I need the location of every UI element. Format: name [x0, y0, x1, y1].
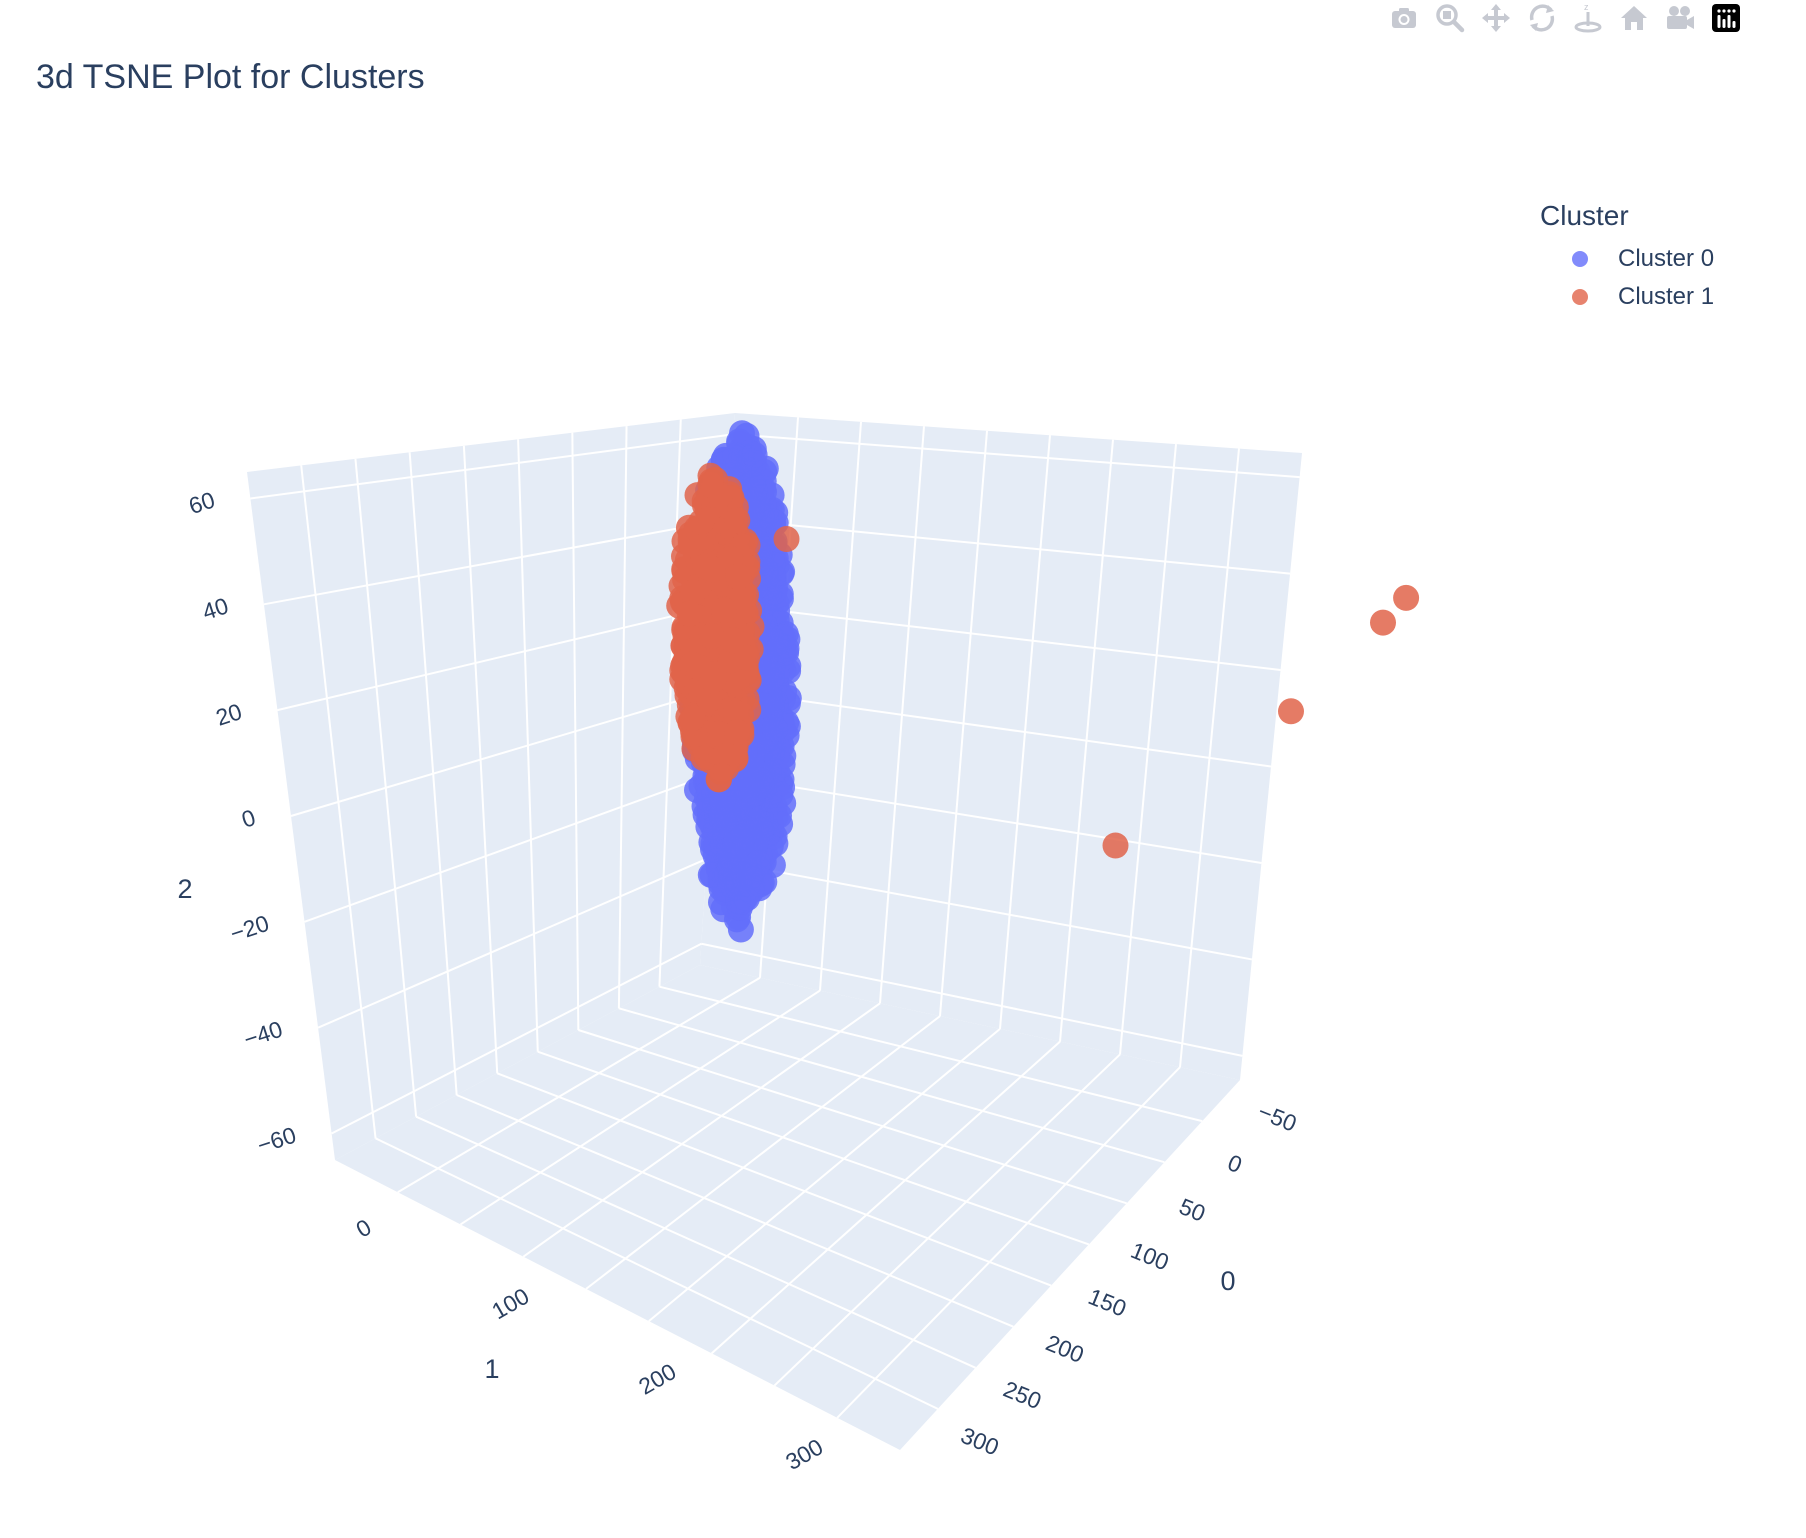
legend-label-cluster-0: Cluster 0	[1618, 245, 1715, 272]
z-tick-label: 0	[238, 804, 258, 833]
y-tick-label: 200	[634, 1358, 680, 1400]
data-point	[758, 663, 785, 690]
data-point	[697, 471, 724, 498]
scene-gridlines	[250, 417, 1300, 1419]
data-point	[720, 627, 746, 654]
legend-label-cluster-1: Cluster 1	[1618, 283, 1715, 310]
legend: Cluster Cluster 0 Cluster 1	[1540, 200, 1714, 316]
z-axis-title: 2	[177, 874, 192, 904]
y-axis-title: 1	[484, 1354, 499, 1384]
data-point-outlier	[773, 526, 800, 552]
series-cluster-1	[666, 462, 1420, 859]
x-tick-label: 200	[1042, 1329, 1087, 1367]
legend-title: Cluster	[1540, 200, 1629, 231]
data-point	[676, 600, 703, 627]
data-point	[734, 870, 761, 897]
data-point	[767, 781, 794, 808]
data-point	[688, 508, 715, 535]
data-point	[711, 597, 737, 624]
modebar: z	[1384, 0, 1746, 36]
z-tick-label: −20	[227, 910, 272, 947]
data-point	[709, 788, 736, 815]
data-point-outlier	[1102, 832, 1129, 859]
data-point	[724, 507, 751, 534]
data-point	[725, 563, 752, 590]
turntable-rotation-icon[interactable]: z	[1568, 0, 1608, 36]
z-tick-label: −40	[240, 1016, 285, 1053]
x-tick-label: 300	[957, 1422, 1002, 1460]
x-tick-label: 250	[1000, 1376, 1045, 1414]
z-tick-label: −60	[254, 1122, 299, 1159]
legend-item-cluster-1[interactable]: Cluster 1	[1540, 278, 1714, 316]
x-tick-label: 0	[1224, 1149, 1246, 1178]
legend-marker-cluster-1	[1572, 289, 1588, 305]
y-tick-label: 300	[781, 1433, 827, 1475]
svg-text:z: z	[1584, 2, 1589, 12]
data-point	[700, 556, 726, 583]
z-tick-label: 60	[186, 486, 218, 519]
orbit-rotation-icon[interactable]	[1522, 0, 1562, 36]
x-axis-title: 0	[1220, 1266, 1235, 1296]
data-point-outlier	[1393, 584, 1420, 611]
x-tick-label: −50	[1254, 1098, 1300, 1137]
data-point	[716, 842, 743, 869]
y-tick-label: 0	[351, 1214, 375, 1243]
data-point-outlier	[1278, 698, 1304, 725]
axis-titles: 2 1 0	[177, 874, 1235, 1384]
data-point	[698, 623, 725, 649]
data-point	[730, 823, 757, 850]
data-point	[759, 508, 786, 535]
chart-title: 3d TSNE Plot for Clusters	[36, 58, 425, 96]
data-point	[700, 667, 727, 694]
legend-marker-cluster-0	[1572, 251, 1588, 267]
z-tick-label: 20	[213, 698, 245, 731]
data-point	[680, 579, 707, 606]
data-point	[761, 715, 788, 742]
data-point	[734, 644, 760, 671]
data-point	[679, 705, 706, 731]
pan-icon[interactable]	[1476, 0, 1516, 36]
camera-icon[interactable]	[1384, 0, 1424, 36]
camera-view-icon[interactable]	[1660, 0, 1700, 36]
x-tick-label: 150	[1085, 1283, 1130, 1321]
z-tick-label: 40	[199, 592, 231, 625]
y-tick-label: 100	[487, 1283, 533, 1325]
data-point	[763, 629, 790, 656]
plotly-logo-icon[interactable]	[1706, 0, 1746, 36]
data-point-outlier	[1370, 609, 1396, 636]
reset-camera-icon[interactable]	[1614, 0, 1654, 36]
data-point	[719, 739, 745, 766]
x-tick-label: 50	[1176, 1193, 1209, 1227]
x-tick-label: 100	[1127, 1237, 1172, 1275]
data-point	[764, 748, 791, 775]
legend-item-cluster-0[interactable]: Cluster 0	[1540, 240, 1714, 278]
zoom-icon[interactable]	[1430, 0, 1470, 36]
data-point	[719, 667, 746, 694]
data-point	[722, 700, 749, 726]
data-point	[724, 719, 750, 746]
